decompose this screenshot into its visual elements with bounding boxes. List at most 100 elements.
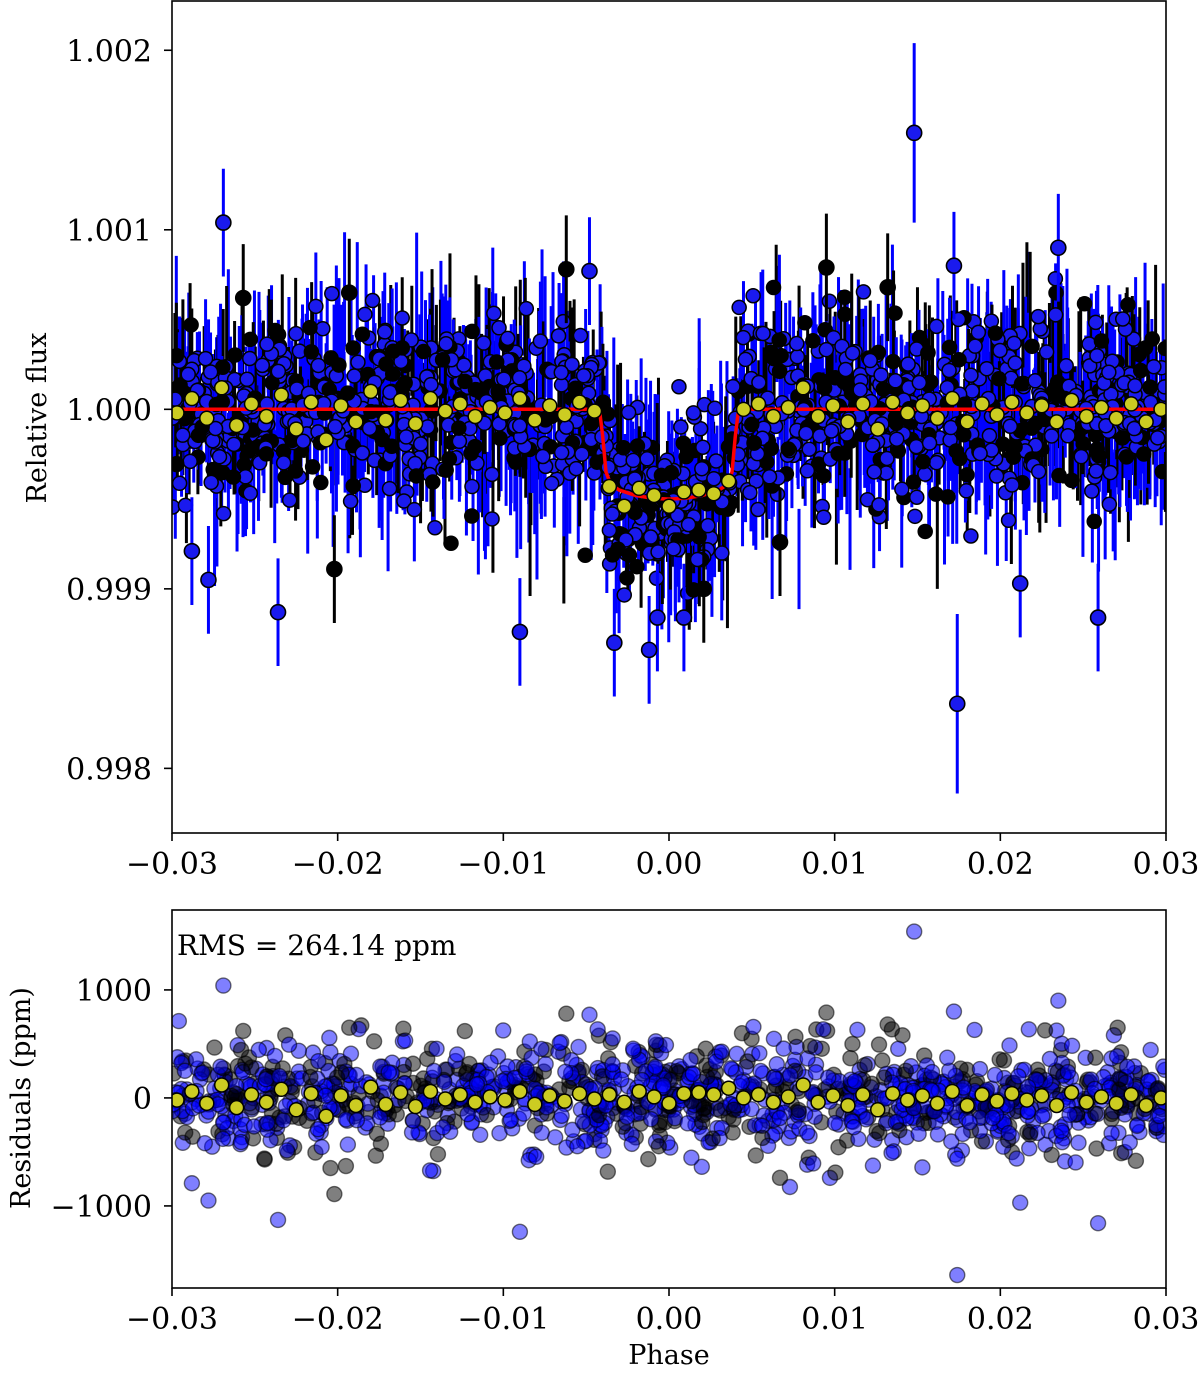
flux-noise-point <box>376 324 393 340</box>
flux-noise-point <box>553 444 570 461</box>
flux-noise-point <box>254 357 271 374</box>
residual-noise-point <box>845 1119 863 1136</box>
residual-binned-point <box>172 1092 185 1108</box>
residual-binned-point <box>527 1096 543 1113</box>
flux-noise-point <box>382 384 398 401</box>
flux-noise-point <box>1047 270 1064 287</box>
flux-noise-point <box>1013 376 1030 392</box>
residual-noise-point <box>883 1144 900 1162</box>
residual-noise-point <box>371 1109 389 1126</box>
residual-noise-point <box>604 1056 621 1073</box>
flux-binned-point <box>333 397 349 414</box>
residual-noise-point <box>640 1150 657 1168</box>
flux-noise-point <box>1024 338 1040 355</box>
flux-noise-point <box>323 350 339 366</box>
flux-noise-point <box>615 440 632 456</box>
flux-noise-point <box>406 501 423 518</box>
residual-noise-point <box>537 1055 554 1073</box>
flux-noise-point <box>789 348 806 365</box>
residual-binned-point <box>929 1095 946 1112</box>
residual-noise-point <box>259 1114 276 1132</box>
residual-noise-point <box>429 1146 447 1163</box>
flux-noise-point <box>1051 467 1067 484</box>
flux-noise-point <box>707 400 723 417</box>
flux-binned-point <box>556 406 573 423</box>
residual-binned-point <box>392 1084 409 1101</box>
flux-noise-point <box>180 366 196 383</box>
flux-noise-point <box>1084 483 1100 499</box>
flux-noise-point <box>708 453 724 469</box>
flux-noise-point <box>1101 364 1117 381</box>
flux-noise-point <box>830 445 846 462</box>
residual-noise-point <box>428 1040 445 1057</box>
flux-noise-point <box>577 547 593 564</box>
flux-noise-point <box>1089 347 1105 364</box>
x-tick-label: −0.01 <box>457 847 549 882</box>
flux-binned-point <box>512 390 528 407</box>
flux-binned-point <box>810 408 826 425</box>
flux-noise-point <box>205 461 221 478</box>
residual-data-point <box>235 1022 252 1040</box>
flux-noise-point <box>342 493 359 510</box>
flux-noise-point <box>346 368 363 384</box>
flux-noise-point <box>685 405 702 421</box>
residual-noise-point <box>1063 1037 1081 1054</box>
flux-noise-point <box>1030 463 1047 480</box>
residual-binned-point <box>1034 1088 1050 1104</box>
flux-noise-point <box>550 328 567 344</box>
flux-noise-point <box>288 325 304 342</box>
flux-binned-point <box>348 414 364 430</box>
flux-binned-point <box>318 432 334 448</box>
residual-noise-point <box>1010 1068 1027 1085</box>
residual-binned-point <box>825 1088 841 1104</box>
residual-noise-point <box>1103 1124 1120 1142</box>
flux-noise-point <box>1132 362 1149 379</box>
flux-binned-point <box>631 480 647 497</box>
flux-data-point <box>215 214 232 231</box>
flux-binned-point <box>735 401 752 418</box>
residual-binned-point <box>228 1099 245 1116</box>
residual-binned-point <box>303 1085 319 1102</box>
residual-binned-point <box>1019 1092 1035 1108</box>
residual-noise-point <box>804 1155 822 1172</box>
x-tick-label: −0.03 <box>126 847 218 882</box>
flux-noise-point <box>823 423 840 439</box>
residual-noise-point <box>1088 1140 1105 1157</box>
flux-noise-point <box>423 376 439 393</box>
flux-noise-point <box>575 367 592 384</box>
flux-binned-point <box>407 415 424 432</box>
flux-noise-point <box>553 364 570 381</box>
residual-binned-point <box>1004 1085 1020 1102</box>
flux-noise-point <box>894 481 910 498</box>
flux-noise-point <box>1098 417 1114 434</box>
residual-binned-point <box>184 1083 200 1100</box>
residual-data-point <box>905 923 923 940</box>
flux-binned-point <box>750 396 767 412</box>
flux-noise-point <box>1146 358 1162 375</box>
flux-noise-point <box>177 497 194 514</box>
residual-noise-point <box>875 1069 893 1086</box>
residual-noise-point <box>388 1106 405 1123</box>
flux-noise-point <box>921 435 938 451</box>
flux-noise-point <box>339 385 356 401</box>
flux-noise-point <box>324 285 340 302</box>
residual-noise-point <box>214 1130 232 1148</box>
flux-noise-point <box>1089 441 1105 457</box>
flux-noise-point <box>751 374 767 391</box>
flux-noise-point <box>706 470 722 487</box>
x-tick-label: 0.03 <box>1133 847 1200 882</box>
residual-noise-point <box>939 1049 956 1066</box>
flux-noise-point <box>967 338 983 354</box>
flux-noise-point <box>1156 379 1166 395</box>
flux-noise-point <box>197 350 214 367</box>
residual-noise-point <box>704 1130 721 1147</box>
flux-noise-point <box>763 440 779 457</box>
flux-noise-point <box>797 314 813 331</box>
flux-noise-point <box>639 451 655 467</box>
residual-noise-point <box>844 1035 861 1053</box>
flux-noise-point <box>1118 449 1135 465</box>
flux-data-point <box>200 571 217 589</box>
flux-binned-point <box>914 397 931 414</box>
residual-noise-point <box>1109 1019 1126 1036</box>
flux-binned-point <box>184 390 200 407</box>
